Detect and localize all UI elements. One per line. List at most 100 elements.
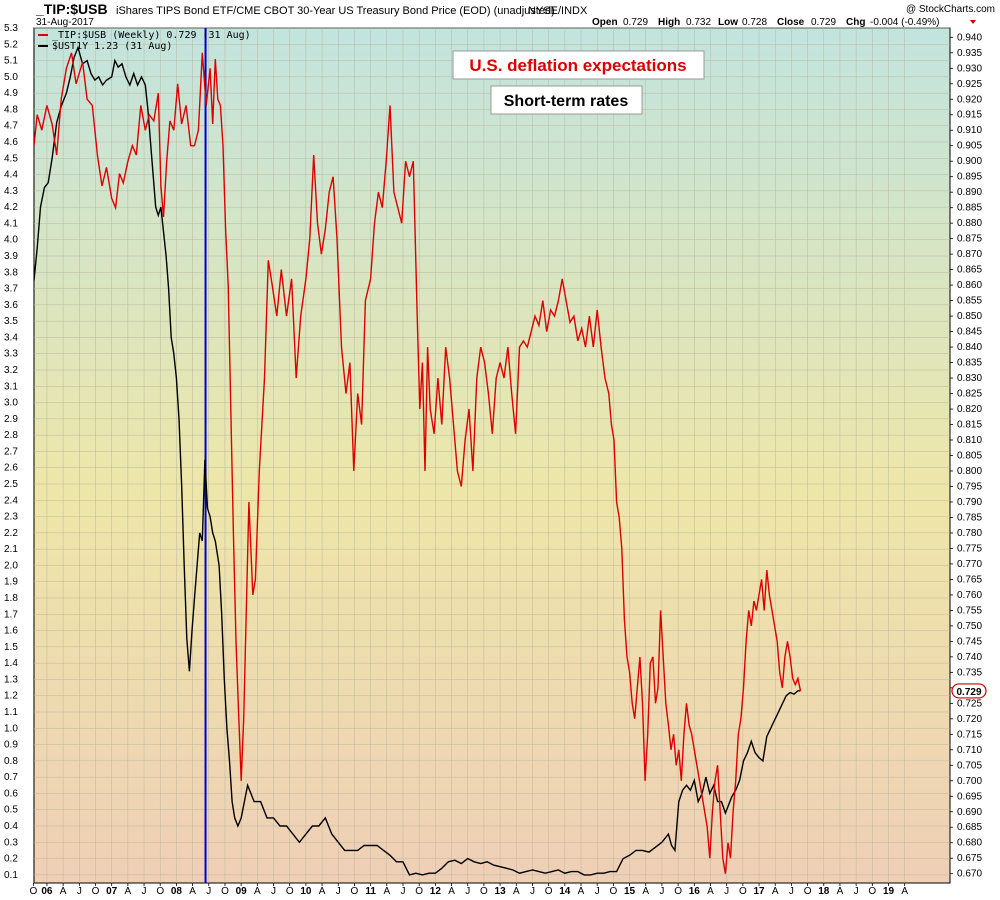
x-tick-label: A [578,886,585,897]
x-tick-label: A [189,886,196,897]
left-tick-label: 3.1 [4,381,18,392]
x-tick-label: J [271,886,276,897]
x-tick-label: A [837,886,844,897]
right-tick-label: 0.880 [957,218,982,229]
chg-value: -0.004 (-0.49%) [870,17,939,28]
deflation-annotation: U.S. deflation expectations [452,50,705,80]
right-axis: 0.670 0.675 0.680 0.685 0.690 0.695 0.700 0.705… [950,32,982,880]
right-tick-label: 0.720 [957,714,982,725]
right-tick-label: 0.695 [957,791,982,802]
x-tick-label: J [595,886,600,897]
right-tick-label: 0.775 [957,543,982,554]
x-tick-label: 09 [236,886,248,897]
chg-down-arrow-icon [970,20,976,24]
close-label: Close [777,17,805,28]
right-tick-label: 0.700 [957,776,982,787]
left-tick-label: 3.8 [4,267,18,278]
right-tick-label: 0.815 [957,420,982,431]
right-tick-label: 0.735 [957,667,982,678]
left-tick-label: 0.9 [4,740,18,751]
right-tick-label: 0.890 [957,187,982,198]
left-tick-label: 2.7 [4,446,18,457]
right-tick-label: 0.745 [957,636,982,647]
x-tick-label: A [707,886,714,897]
right-tick-label: 0.750 [957,621,982,632]
left-tick-label: 4.5 [4,153,18,164]
left-tick-label: 1.8 [4,593,18,604]
left-tick-label: 3.5 [4,316,18,327]
deflation-annotation-text: U.S. deflation expectations [469,56,686,75]
right-tick-label: 0.925 [957,79,982,90]
right-tick-label: 0.770 [957,559,982,570]
close-value: 0.729 [811,17,836,28]
left-tick-label: 2.5 [4,479,18,490]
chart-exchange: NYSE/INDX [528,5,588,17]
right-tick-label: 0.885 [957,203,982,214]
last-value-text: 0.729 [956,687,981,698]
right-tick-label: 0.855 [957,296,982,307]
chg-label: Chg [846,17,865,28]
right-tick-label: 0.865 [957,265,982,276]
left-tick-label: 1.2 [4,691,18,702]
ust1y-series-line [34,45,801,876]
x-tick-label: O [674,886,682,897]
low-value: 0.728 [742,17,767,28]
x-tick-label: A [448,886,455,897]
right-tick-label: 0.725 [957,698,982,709]
right-tick-label: 0.845 [957,327,982,338]
left-tick-label: 2.9 [4,414,18,425]
left-tick-label: 3.0 [4,398,18,409]
x-tick-label: 06 [41,886,53,897]
right-tick-label: 0.850 [957,311,982,322]
x-tick-label: J [465,886,470,897]
right-tick-label: 0.900 [957,156,982,167]
left-tick-label: 4.7 [4,121,18,132]
right-tick-label: 0.825 [957,389,982,400]
x-tick-label: J [854,886,859,897]
left-tick-label: 1.5 [4,642,18,653]
chart-date: 31-Aug-2017 [36,17,94,28]
x-tick-label: J [724,886,729,897]
x-tick-label: 15 [624,886,636,897]
right-tick-label: 0.860 [957,280,982,291]
left-tick-label: 3.9 [4,251,18,262]
last-value-box [951,683,987,699]
x-tick-label: J [400,886,405,897]
right-tick-label: 0.780 [957,528,982,539]
left-tick-label: 5.1 [4,56,18,67]
x-tick-label: O [286,886,294,897]
left-tick-label: 3.4 [4,332,18,343]
stockcharts-watermark: @ StockCharts.com [906,4,995,15]
right-tick-label: 0.920 [957,94,982,105]
left-tick-label: 5.2 [4,39,18,50]
right-tick-label: 0.785 [957,512,982,523]
x-tick-label: 19 [883,886,895,897]
x-tick-label: 16 [689,886,701,897]
x-tick-label: A [513,886,520,897]
right-tick-label: 0.895 [957,172,982,183]
x-tick-label: O [415,886,423,897]
left-tick-label: 3.6 [4,300,18,311]
right-tick-label: 0.830 [957,373,982,384]
open-label: Open [592,17,618,28]
quote-summary: Open 0.729 High 0.732 Low 0.728 Close 0.… [592,17,976,28]
right-tick-label: 0.805 [957,451,982,462]
left-tick-label: 0.1 [4,870,18,881]
x-tick-label: J [336,886,341,897]
right-tick-label: 0.755 [957,605,982,616]
left-tick-label: 2.2 [4,528,18,539]
right-tick-label: 0.905 [957,141,982,152]
left-tick-label: 4.6 [4,137,18,148]
right-tick-label: 0.940 [957,32,982,43]
right-tick-label: 0.875 [957,234,982,245]
right-tick-label: 0.810 [957,435,982,446]
left-tick-label: 0.5 [4,805,18,816]
left-tick-label: 3.3 [4,349,18,360]
x-tick-label: 10 [300,886,312,897]
x-tick-label: 07 [106,886,118,897]
legend-tip-label: _TIP:$USB (Weekly) 0.729 (31 Aug) [52,30,251,41]
x-tick-label: 13 [495,886,507,897]
left-tick-label: 1.0 [4,723,18,734]
x-tick-label: J [77,886,82,897]
x-tick-label: A [772,886,779,897]
